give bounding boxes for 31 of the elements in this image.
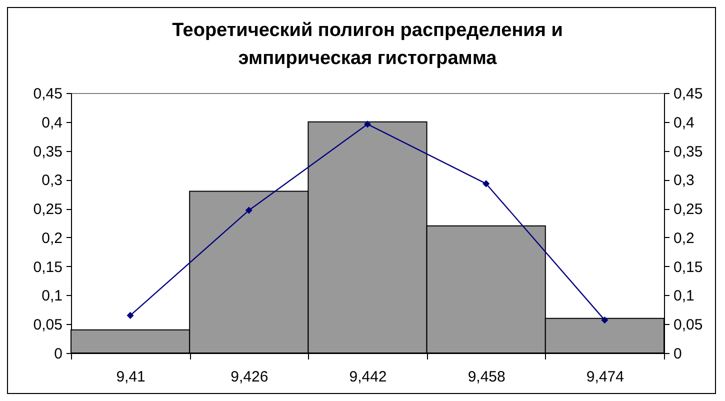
x-tick-label: 9,426: [230, 368, 268, 386]
point: [364, 120, 372, 128]
y2-tick-label: 0,05: [674, 316, 703, 334]
y-tick-label: 0,1: [42, 288, 62, 305]
y2-tick-label: 0,2: [674, 230, 694, 247]
y2-tick-label: 0,25: [674, 201, 703, 218]
y2-tick-label: 0,45: [674, 86, 703, 102]
y2-tick-label: 0,3: [674, 172, 694, 190]
y-tick-label: 0,4: [42, 114, 62, 132]
y2-tick-label: 0,35: [674, 143, 703, 160]
y-tick-label: 0,3: [42, 172, 62, 190]
x-tick-label: 9,474: [586, 368, 624, 386]
y-tick-label: 0: [54, 346, 62, 362]
y2-tick-label: 0: [674, 346, 682, 362]
y-tick-label: 0,2: [42, 230, 62, 247]
point: [601, 316, 608, 324]
x-tick-label: 9,458: [468, 368, 506, 386]
y2-tick-label: 0,4: [674, 114, 694, 132]
point: [245, 206, 252, 214]
x-tick-label: 9,41: [116, 368, 146, 386]
point: [482, 180, 490, 188]
y2-tick-label: 0,1: [674, 288, 694, 305]
y2-tick-label: 0,15: [674, 258, 703, 276]
y-tick-label: 0,35: [33, 143, 62, 160]
y-tick-label: 0,45: [33, 86, 62, 102]
y-tick-label: 0,25: [33, 201, 62, 218]
y-tick-label: 0,05: [33, 316, 62, 334]
x-tick-label: 9,442: [349, 368, 387, 386]
chart-title: Теоретический полигон распределения и эмпирическая гистограмма: [172, 20, 563, 69]
point: [126, 312, 134, 319]
y-tick-label: 0,15: [33, 258, 62, 276]
